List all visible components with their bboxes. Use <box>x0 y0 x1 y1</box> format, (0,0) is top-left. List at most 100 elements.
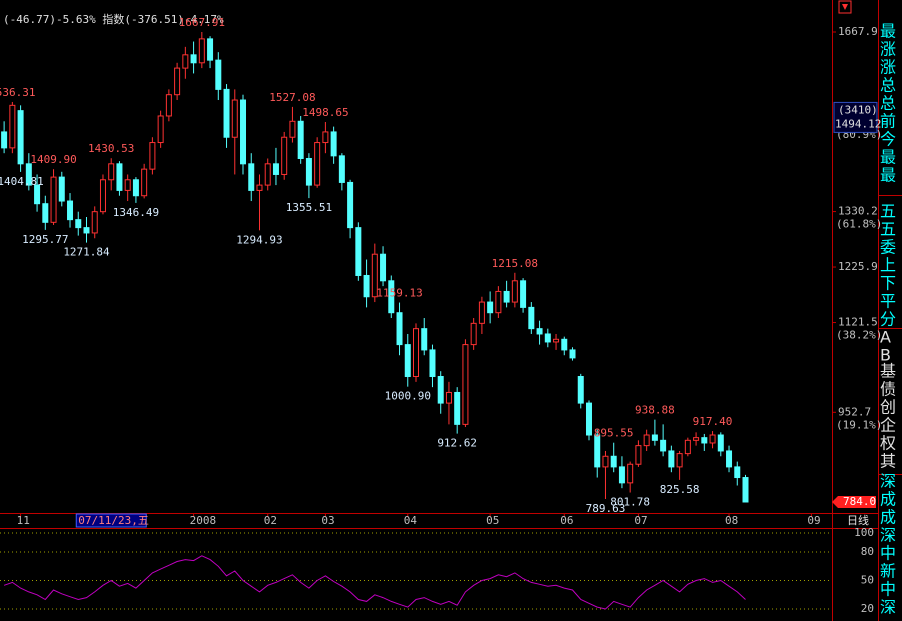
candle-body <box>413 328 419 378</box>
panel-item[interactable]: 最 <box>880 22 896 41</box>
y-tick-label: 952.7 <box>838 405 871 418</box>
cursor-volume: (3410) <box>838 103 878 116</box>
panel-item[interactable]: 最 <box>880 148 896 167</box>
panel-item[interactable]: 深 <box>880 526 896 545</box>
panel-item[interactable]: 其 <box>880 452 896 471</box>
candle-body <box>569 349 576 359</box>
candle-body <box>742 477 749 503</box>
candle-body <box>437 376 444 404</box>
panel-item[interactable]: 成 <box>880 490 896 509</box>
candle-body <box>83 227 90 234</box>
panel-item[interactable]: 企 <box>880 416 896 435</box>
panel-item[interactable]: 中 <box>880 580 896 599</box>
panel-item[interactable]: 深 <box>880 598 896 617</box>
panel-item[interactable]: 成 <box>880 508 896 527</box>
panel-item[interactable]: 涨 <box>880 40 896 59</box>
candle-body <box>50 176 57 223</box>
candle-body <box>9 104 16 149</box>
candle-body <box>198 38 205 64</box>
candle-body <box>281 136 288 175</box>
y-tick-label: 1225.9 <box>838 260 878 273</box>
panel-item[interactable]: 五 <box>880 220 896 239</box>
candle-body <box>157 115 164 144</box>
extreme-label: 1346.49 <box>113 206 159 219</box>
candle-body <box>305 158 312 186</box>
candle-body <box>314 142 321 186</box>
x-tick-label: 08 <box>725 514 738 527</box>
candle-body <box>396 312 403 346</box>
panel-item[interactable]: 债 <box>880 380 896 399</box>
panel-item[interactable]: 下 <box>880 274 896 293</box>
panel-item[interactable]: 中 <box>880 544 896 563</box>
last-price: 784.0 <box>843 495 876 508</box>
candle-body <box>34 184 41 205</box>
menu-icon[interactable] <box>838 0 852 14</box>
extreme-label: 1404.81 <box>0 175 44 188</box>
panel-item[interactable]: 创 <box>880 398 896 417</box>
oscillator-line <box>3 555 746 610</box>
panel-item[interactable]: 权 <box>880 434 896 453</box>
candle-body <box>544 333 551 343</box>
candle-body <box>297 120 304 160</box>
fib-label: (61.8%) <box>836 218 882 231</box>
y-tick-label: 1121.5 <box>838 316 878 329</box>
candle-body <box>404 344 411 378</box>
x-tick-label: 07 <box>634 514 647 527</box>
cursor-date-box <box>75 513 147 528</box>
y-tick-label: 1667.9 <box>838 25 878 38</box>
icon-frame[interactable] <box>838 0 852 14</box>
candle-body <box>380 253 387 282</box>
cursor-price: 1494.12 <box>835 117 881 130</box>
candle-body <box>635 445 642 465</box>
panel-item[interactable]: 今 <box>880 130 896 149</box>
extreme-label: 938.88 <box>635 404 675 417</box>
panel-item[interactable]: 前 <box>880 112 896 131</box>
x-tick-label: 06 <box>560 514 573 527</box>
candle-body <box>651 434 658 441</box>
panel-item[interactable]: 基 <box>880 362 896 381</box>
panel-item[interactable]: 涨 <box>880 58 896 77</box>
panel-item[interactable]: 委 <box>880 238 896 257</box>
candle-body <box>272 163 279 175</box>
candle-body <box>511 280 518 303</box>
cursor-date: 07/11/23,五 <box>78 514 149 527</box>
candle-body <box>454 391 461 425</box>
extreme-label: 1355.51 <box>286 201 332 214</box>
candle-body <box>240 99 247 165</box>
fib-label: (38.2%) <box>836 329 882 342</box>
panel-item[interactable]: 总 <box>880 94 896 113</box>
candle-body <box>289 120 296 138</box>
candle-body <box>165 94 172 117</box>
candle-body <box>693 437 700 441</box>
panel-item[interactable]: B <box>880 346 891 365</box>
panel-item[interactable]: A <box>880 328 891 347</box>
panel-item[interactable]: 平 <box>880 292 896 311</box>
candle-body <box>536 328 543 335</box>
candle-body <box>594 434 601 468</box>
candle-body <box>231 99 238 138</box>
panel-item[interactable]: 深 <box>880 472 896 491</box>
icon-arrow[interactable] <box>842 4 848 10</box>
extreme-label: 1536.31 <box>0 86 36 99</box>
candle-body <box>141 168 148 197</box>
candle-body <box>347 181 354 229</box>
panel-item[interactable]: 最 <box>880 166 896 185</box>
panel-item[interactable]: 五 <box>880 202 896 221</box>
candle-body <box>553 338 560 343</box>
candle-body <box>67 200 74 221</box>
panel-item[interactable]: 上 <box>880 256 896 275</box>
panel-item[interactable]: 总 <box>880 76 896 95</box>
y-tick-label: 20 <box>861 602 874 615</box>
x-tick-label: 02 <box>264 514 277 527</box>
panel-item[interactable]: 新 <box>880 562 896 581</box>
candle-body <box>256 184 263 191</box>
candle-body <box>75 219 82 229</box>
candle-body <box>610 455 617 468</box>
x-tick-label: 09 <box>807 514 820 527</box>
period-label[interactable]: 日线 <box>847 513 869 527</box>
panel-item[interactable]: 分 <box>880 310 896 329</box>
candle-body <box>668 450 675 468</box>
candle-body <box>421 328 428 351</box>
candle-body <box>660 439 667 452</box>
